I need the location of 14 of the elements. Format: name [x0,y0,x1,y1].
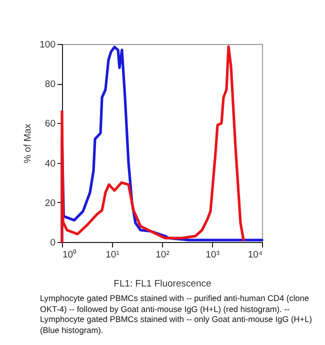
x-tick-label: 10² [156,250,170,260]
y-tick-label: 100 [40,40,56,50]
y-tick-label: 20 [44,198,56,209]
x-axis-title: FL1: FL1 Fluorescence [114,278,212,290]
y-tick-label: 80 [44,79,56,90]
y-axis-title: % of Max [22,123,34,164]
y-tick-label: 40 [44,158,56,170]
x-tick-label: 10⁴ [248,250,262,260]
x-tick-label: 10¹ [106,250,120,260]
x-tick-label: 10³ [206,250,220,260]
caption: Lymphocyte gated PBMCs stained with -- purified anti-human CD4 (clone OKT-4) -- followed by Goat anti-mouse IgG (H+L) (red histogram). -- Lymphocyte gated PBMCs stained with -- only Goat anti-mouse IgG (H+L) (Blue histogram). [40,293,313,335]
x-tick-label: 10⁰ [62,248,78,260]
y-tick-label: 0 [50,238,56,248]
y-tick-label: 60 [44,118,56,130]
